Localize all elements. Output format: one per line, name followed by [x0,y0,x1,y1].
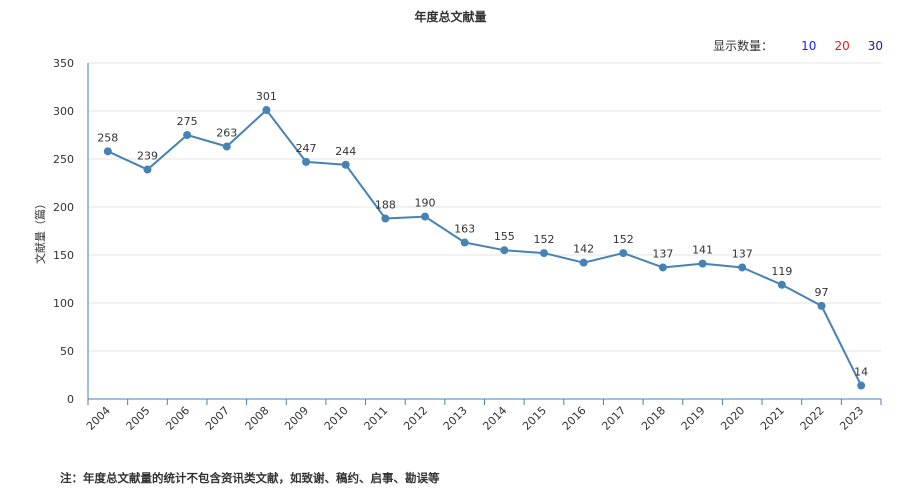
display-count-selector: 显示数量： 10 20 30 [713,37,883,54]
data-point [103,147,112,156]
x-tick-label: 2008 [243,404,272,433]
data-point [143,165,152,174]
x-tick-label: 2019 [679,404,708,433]
x-tick-label: 2016 [560,404,589,433]
data-label: 14 [854,366,868,379]
series-line [107,109,863,387]
y-tick-label: 0 [67,393,74,406]
y-tick-label: 100 [53,297,74,310]
x-tick-label: 2014 [480,404,509,433]
x-tick-label: 2015 [520,404,549,433]
x-tick-label: 2020 [718,404,747,433]
x-tick-label: 2004 [84,404,113,433]
x-tick-label: 2021 [758,404,787,433]
display-count-option-20[interactable]: 20 [834,38,850,53]
x-tick-label: 2013 [441,404,470,433]
data-label: 97 [815,286,829,299]
data-label: 137 [732,247,753,260]
data-label: 244 [335,145,356,158]
x-tick-label: 2005 [124,404,153,433]
data-point [817,301,826,310]
data-label: 141 [692,244,713,257]
display-count-label: 显示数量： [713,39,774,53]
y-axis-label: 文献量（篇） [33,198,47,264]
data-label: 155 [494,230,515,243]
y-tick-label: 200 [53,201,74,214]
x-tick-label: 2009 [282,404,311,433]
y-tick-label: 300 [53,105,74,118]
x-tick-label: 2018 [639,404,668,433]
y-tick-label: 150 [53,249,74,262]
x-tick-label: 2017 [599,404,628,433]
data-point [341,160,350,169]
data-point [698,259,707,268]
data-label: 301 [256,90,277,103]
y-tick-label: 350 [53,57,74,70]
data-label: 152 [613,233,634,246]
data-label: 275 [177,115,198,128]
x-tick-label: 2012 [401,404,430,433]
data-label: 247 [296,142,317,155]
data-point [381,214,390,223]
data-point [262,106,271,115]
data-point [500,246,509,255]
data-point [658,263,667,272]
data-label: 258 [97,131,118,144]
data-label: 263 [216,127,237,140]
data-label: 190 [415,197,436,210]
data-label: 152 [533,233,554,246]
x-tick-label: 2007 [203,404,232,433]
data-point [183,131,192,139]
data-point [302,157,311,166]
data-point [222,142,231,151]
data-point [619,249,628,258]
footnote: 注：年度总文献量的统计不包含资讯类文献，如致谢、稿约、启事、勘误等 [60,471,440,485]
data-point [460,238,469,247]
x-tick-label: 2006 [163,404,192,433]
data-label: 239 [137,150,158,163]
y-tick-label: 50 [60,345,74,358]
data-label: 137 [652,247,673,260]
x-tick-label: 2023 [837,404,866,433]
x-tick-label: 2011 [362,404,391,433]
display-count-option-30[interactable]: 30 [867,38,883,53]
data-point [579,258,588,267]
display-count-option-10[interactable]: 10 [801,38,817,53]
data-label: 142 [573,243,594,256]
x-tick-label: 2022 [798,404,827,433]
data-point [421,212,430,221]
data-point [539,249,548,258]
x-tick-label: 2010 [322,404,351,433]
chart-title: 年度总文献量 [414,10,487,24]
data-label: 188 [375,199,396,212]
data-point [857,381,866,390]
data-point [777,280,786,289]
data-point [738,263,747,272]
data-label: 163 [454,223,475,236]
y-tick-label: 250 [53,153,74,166]
data-label: 119 [771,265,792,278]
